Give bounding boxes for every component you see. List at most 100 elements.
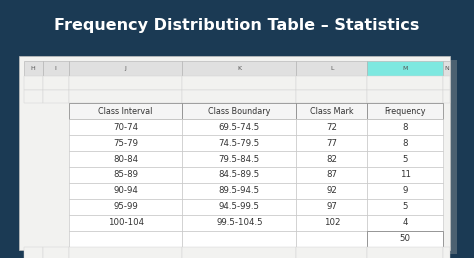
Bar	[24, 61, 43, 76]
Bar	[296, 183, 367, 199]
Bar	[367, 103, 443, 119]
FancyBboxPatch shape	[19, 55, 450, 250]
Bar	[367, 61, 443, 76]
Bar	[69, 90, 182, 103]
Text: 95-99: 95-99	[113, 202, 138, 211]
Bar	[296, 247, 367, 258]
Text: K: K	[237, 66, 241, 71]
Text: 79.5-84.5: 79.5-84.5	[219, 155, 260, 164]
Bar	[69, 215, 182, 231]
Text: Frequency: Frequency	[384, 107, 426, 116]
Bar	[43, 90, 69, 103]
FancyBboxPatch shape	[26, 60, 457, 254]
Bar	[182, 76, 296, 90]
Bar	[296, 199, 367, 215]
Text: 70-74: 70-74	[113, 123, 138, 132]
Text: I: I	[55, 66, 56, 71]
Bar	[296, 61, 367, 76]
Text: N: N	[444, 66, 449, 71]
Bar	[69, 61, 182, 76]
Bar	[367, 199, 443, 215]
Bar	[367, 247, 443, 258]
Text: 50: 50	[400, 234, 411, 243]
Bar	[443, 61, 450, 76]
Bar	[182, 90, 296, 103]
Bar	[367, 119, 443, 135]
Bar	[182, 183, 296, 199]
Text: 5: 5	[402, 202, 408, 211]
Text: 97: 97	[327, 202, 337, 211]
Bar	[443, 76, 450, 90]
Bar	[24, 247, 43, 258]
Bar	[367, 167, 443, 183]
Bar	[182, 247, 296, 258]
Bar	[182, 103, 296, 119]
Bar	[182, 135, 296, 151]
Bar	[296, 231, 367, 247]
Bar	[182, 119, 296, 135]
Text: 74.5-79.5: 74.5-79.5	[219, 139, 260, 148]
Bar	[367, 135, 443, 151]
Bar	[367, 90, 443, 103]
Text: H: H	[31, 66, 36, 71]
Text: 85-89: 85-89	[113, 171, 138, 179]
Bar	[24, 90, 43, 103]
Text: 90-94: 90-94	[113, 186, 138, 195]
Text: 82: 82	[326, 155, 337, 164]
Text: 9: 9	[402, 186, 408, 195]
Text: J: J	[125, 66, 127, 71]
Bar	[43, 76, 69, 90]
Bar	[69, 231, 182, 247]
Bar	[296, 151, 367, 167]
Text: 84.5-89.5: 84.5-89.5	[219, 171, 260, 179]
Text: 77: 77	[326, 139, 337, 148]
Bar	[296, 135, 367, 151]
Bar	[24, 76, 43, 90]
Bar	[296, 167, 367, 183]
Text: Class Mark: Class Mark	[310, 107, 354, 116]
Text: 94.5-99.5: 94.5-99.5	[219, 202, 260, 211]
Bar	[443, 247, 450, 258]
Bar	[182, 167, 296, 183]
Bar	[69, 199, 182, 215]
Text: 72: 72	[326, 123, 337, 132]
Bar	[182, 199, 296, 215]
Bar	[367, 151, 443, 167]
Text: L: L	[330, 66, 334, 71]
Bar	[296, 76, 367, 90]
Bar	[69, 119, 182, 135]
Text: 87: 87	[326, 171, 337, 179]
Text: 92: 92	[327, 186, 337, 195]
Bar	[367, 231, 443, 247]
Text: Frequency Distribution Table – Statistics: Frequency Distribution Table – Statistic…	[55, 18, 419, 33]
Bar	[182, 231, 296, 247]
Bar	[69, 103, 182, 119]
Bar	[69, 183, 182, 199]
Bar	[182, 215, 296, 231]
Bar	[69, 167, 182, 183]
Text: 11: 11	[400, 171, 411, 179]
Text: 80-84: 80-84	[113, 155, 138, 164]
Bar	[69, 135, 182, 151]
Text: 8: 8	[402, 123, 408, 132]
Bar	[43, 61, 69, 76]
Text: 8: 8	[402, 139, 408, 148]
Text: 69.5-74.5: 69.5-74.5	[219, 123, 260, 132]
Bar	[443, 90, 450, 103]
Bar	[296, 119, 367, 135]
Text: 99.5-104.5: 99.5-104.5	[216, 218, 263, 227]
Text: 89.5-94.5: 89.5-94.5	[219, 186, 260, 195]
Text: 75-79: 75-79	[113, 139, 138, 148]
Bar	[182, 61, 296, 76]
Bar	[296, 215, 367, 231]
Bar	[69, 76, 182, 90]
Bar	[296, 90, 367, 103]
Text: 4: 4	[402, 218, 408, 227]
Bar	[43, 247, 69, 258]
Text: 102: 102	[324, 218, 340, 227]
Bar	[296, 103, 367, 119]
Bar	[367, 183, 443, 199]
Text: 100-104: 100-104	[108, 218, 144, 227]
Bar	[69, 151, 182, 167]
Text: M: M	[402, 66, 408, 71]
